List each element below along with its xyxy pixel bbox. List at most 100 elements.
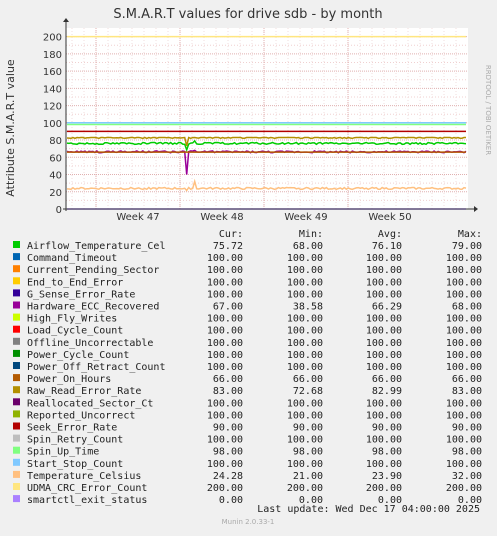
legend-value-cur: 100.00 bbox=[207, 410, 243, 421]
legend-value-avg: 100.00 bbox=[366, 253, 402, 264]
legend-label: Start_Stop_Count bbox=[27, 459, 123, 470]
legend-swatch bbox=[13, 301, 20, 309]
legend-value-min: 100.00 bbox=[287, 350, 323, 361]
legend-value-max: 90.00 bbox=[452, 423, 482, 434]
legend-label: Seek_Error_Rate bbox=[27, 423, 117, 434]
legend-value-min: 100.00 bbox=[287, 277, 323, 288]
legend-value-cur: 100.00 bbox=[207, 435, 243, 446]
y-tick-label: 200 bbox=[43, 33, 62, 44]
y-axis-label: Attribute S.M.A.R.T value bbox=[4, 59, 17, 197]
legend-value-avg: 200.00 bbox=[366, 483, 402, 494]
x-tick-label: Week 47 bbox=[116, 212, 159, 223]
legend-header-avg: Avg: bbox=[378, 229, 402, 240]
legend-value-max: 68.00 bbox=[452, 302, 482, 313]
y-tick-label: 60 bbox=[49, 153, 62, 164]
y-tick-label: 120 bbox=[43, 102, 62, 113]
legend-label: Power_On_Hours bbox=[27, 374, 111, 385]
legend-value-avg: 100.00 bbox=[366, 314, 402, 325]
legend-label: Spin_Retry_Count bbox=[27, 435, 123, 446]
y-axis-arrow bbox=[63, 18, 69, 22]
legend-value-avg: 76.10 bbox=[372, 241, 402, 252]
legend-value-min: 100.00 bbox=[287, 314, 323, 325]
x-tick-labels: Week 47 Week 48 Week 49 Week 50 bbox=[116, 212, 411, 223]
legend-swatch bbox=[13, 386, 20, 394]
legend-value-max: 100.00 bbox=[446, 338, 482, 349]
legend-label: Offline_Uncorrectable bbox=[27, 338, 153, 349]
legend-header-min: Min: bbox=[299, 229, 323, 240]
legend-value-cur: 75.72 bbox=[213, 241, 243, 252]
legend-value-max: 79.00 bbox=[452, 241, 482, 252]
legend-swatch bbox=[13, 265, 20, 273]
legend-swatch bbox=[13, 313, 20, 321]
legend-label: Load_Cycle_Count bbox=[27, 326, 123, 337]
legend-value-max: 100.00 bbox=[446, 326, 482, 337]
legend-swatch bbox=[13, 398, 20, 406]
legend-swatch bbox=[13, 241, 20, 248]
legend-value-cur: 100.00 bbox=[207, 362, 243, 373]
legend-value-min: 100.00 bbox=[287, 362, 323, 373]
legend-value-max: 32.00 bbox=[452, 471, 482, 482]
legend-swatch bbox=[13, 337, 20, 345]
x-tick-label: Week 49 bbox=[284, 212, 327, 223]
legend-value-max: 0.00 bbox=[458, 495, 482, 506]
legend-value-cur: 24.28 bbox=[213, 471, 243, 482]
legend-header-cur: Cur: bbox=[219, 229, 243, 240]
legend-label: Power_Off_Retract_Count bbox=[27, 362, 165, 373]
legend-value-avg: 100.00 bbox=[366, 289, 402, 300]
legend-value-avg: 98.00 bbox=[372, 447, 402, 458]
legend-label: Reported_Uncorrect bbox=[27, 410, 135, 421]
legend-value-max: 66.00 bbox=[452, 374, 482, 385]
chart-title: S.M.A.R.T values for drive sdb - by mont… bbox=[113, 7, 382, 22]
legend-value-avg: 100.00 bbox=[366, 350, 402, 361]
legend-value-min: 68.00 bbox=[293, 241, 323, 252]
legend-value-max: 100.00 bbox=[446, 435, 482, 446]
legend-swatch bbox=[13, 458, 20, 466]
legend-value-cur: 100.00 bbox=[207, 289, 243, 300]
legend-swatch bbox=[13, 422, 20, 430]
legend-value-min: 100.00 bbox=[287, 253, 323, 264]
legend-label: G_Sense_Error_Rate bbox=[27, 289, 135, 300]
legend-swatch bbox=[13, 325, 20, 333]
legend-value-min: 90.00 bbox=[293, 423, 323, 434]
legend-value-cur: 90.00 bbox=[213, 423, 243, 434]
legend-value-min: 98.00 bbox=[293, 447, 323, 458]
legend-value-cur: 66.00 bbox=[213, 374, 243, 385]
legend-swatch bbox=[13, 434, 20, 442]
legend-value-max: 83.00 bbox=[452, 386, 482, 397]
legend-label: Airflow_Temperature_Cel bbox=[27, 241, 165, 252]
legend-label: High_Fly_Writes bbox=[27, 314, 117, 325]
legend-label: Spin_Up_Time bbox=[27, 447, 99, 458]
legend-value-cur: 100.00 bbox=[207, 459, 243, 470]
legend-value-avg: 100.00 bbox=[366, 435, 402, 446]
legend-value-avg: 0.00 bbox=[378, 495, 402, 506]
legend-label: Command_Timeout bbox=[27, 253, 117, 264]
rrdtool-credit: RRDTOOL / TOBI OETIKER bbox=[484, 65, 492, 155]
legend-label: Current_Pending_Sector bbox=[27, 265, 159, 276]
legend-value-max: 100.00 bbox=[446, 277, 482, 288]
legend-value-max: 100.00 bbox=[446, 350, 482, 361]
y-tick-labels: 0 20 40 60 80 100 120 140 160 180 200 bbox=[43, 33, 62, 216]
legend-label: Temperature_Celsius bbox=[27, 471, 141, 482]
y-tick-label: 0 bbox=[56, 205, 62, 216]
legend: Cur: Min: Avg: Max: Airflow_Temperature_Cel 7… bbox=[13, 229, 482, 506]
legend-value-min: 21.00 bbox=[293, 471, 323, 482]
legend-value-max: 100.00 bbox=[446, 459, 482, 470]
legend-value-avg: 66.29 bbox=[372, 302, 402, 313]
legend-value-avg: 100.00 bbox=[366, 459, 402, 470]
series-line-raw-read-error-rate bbox=[66, 136, 466, 147]
legend-value-cur: 67.00 bbox=[213, 302, 243, 313]
legend-value-max: 100.00 bbox=[446, 410, 482, 421]
legend-value-cur: 100.00 bbox=[207, 277, 243, 288]
legend-value-max: 98.00 bbox=[452, 447, 482, 458]
legend-value-max: 100.00 bbox=[446, 362, 482, 373]
legend-value-avg: 100.00 bbox=[366, 265, 402, 276]
legend-value-cur: 0.00 bbox=[219, 495, 243, 506]
munin-version: Munin 2.0.33-1 bbox=[222, 518, 275, 526]
legend-value-max: 100.00 bbox=[446, 265, 482, 276]
legend-value-avg: 100.00 bbox=[366, 410, 402, 421]
legend-value-min: 200.00 bbox=[287, 483, 323, 494]
legend-value-cur: 98.00 bbox=[213, 447, 243, 458]
plot-area bbox=[66, 28, 468, 209]
legend-label: Raw_Read_Error_Rate bbox=[27, 386, 141, 397]
